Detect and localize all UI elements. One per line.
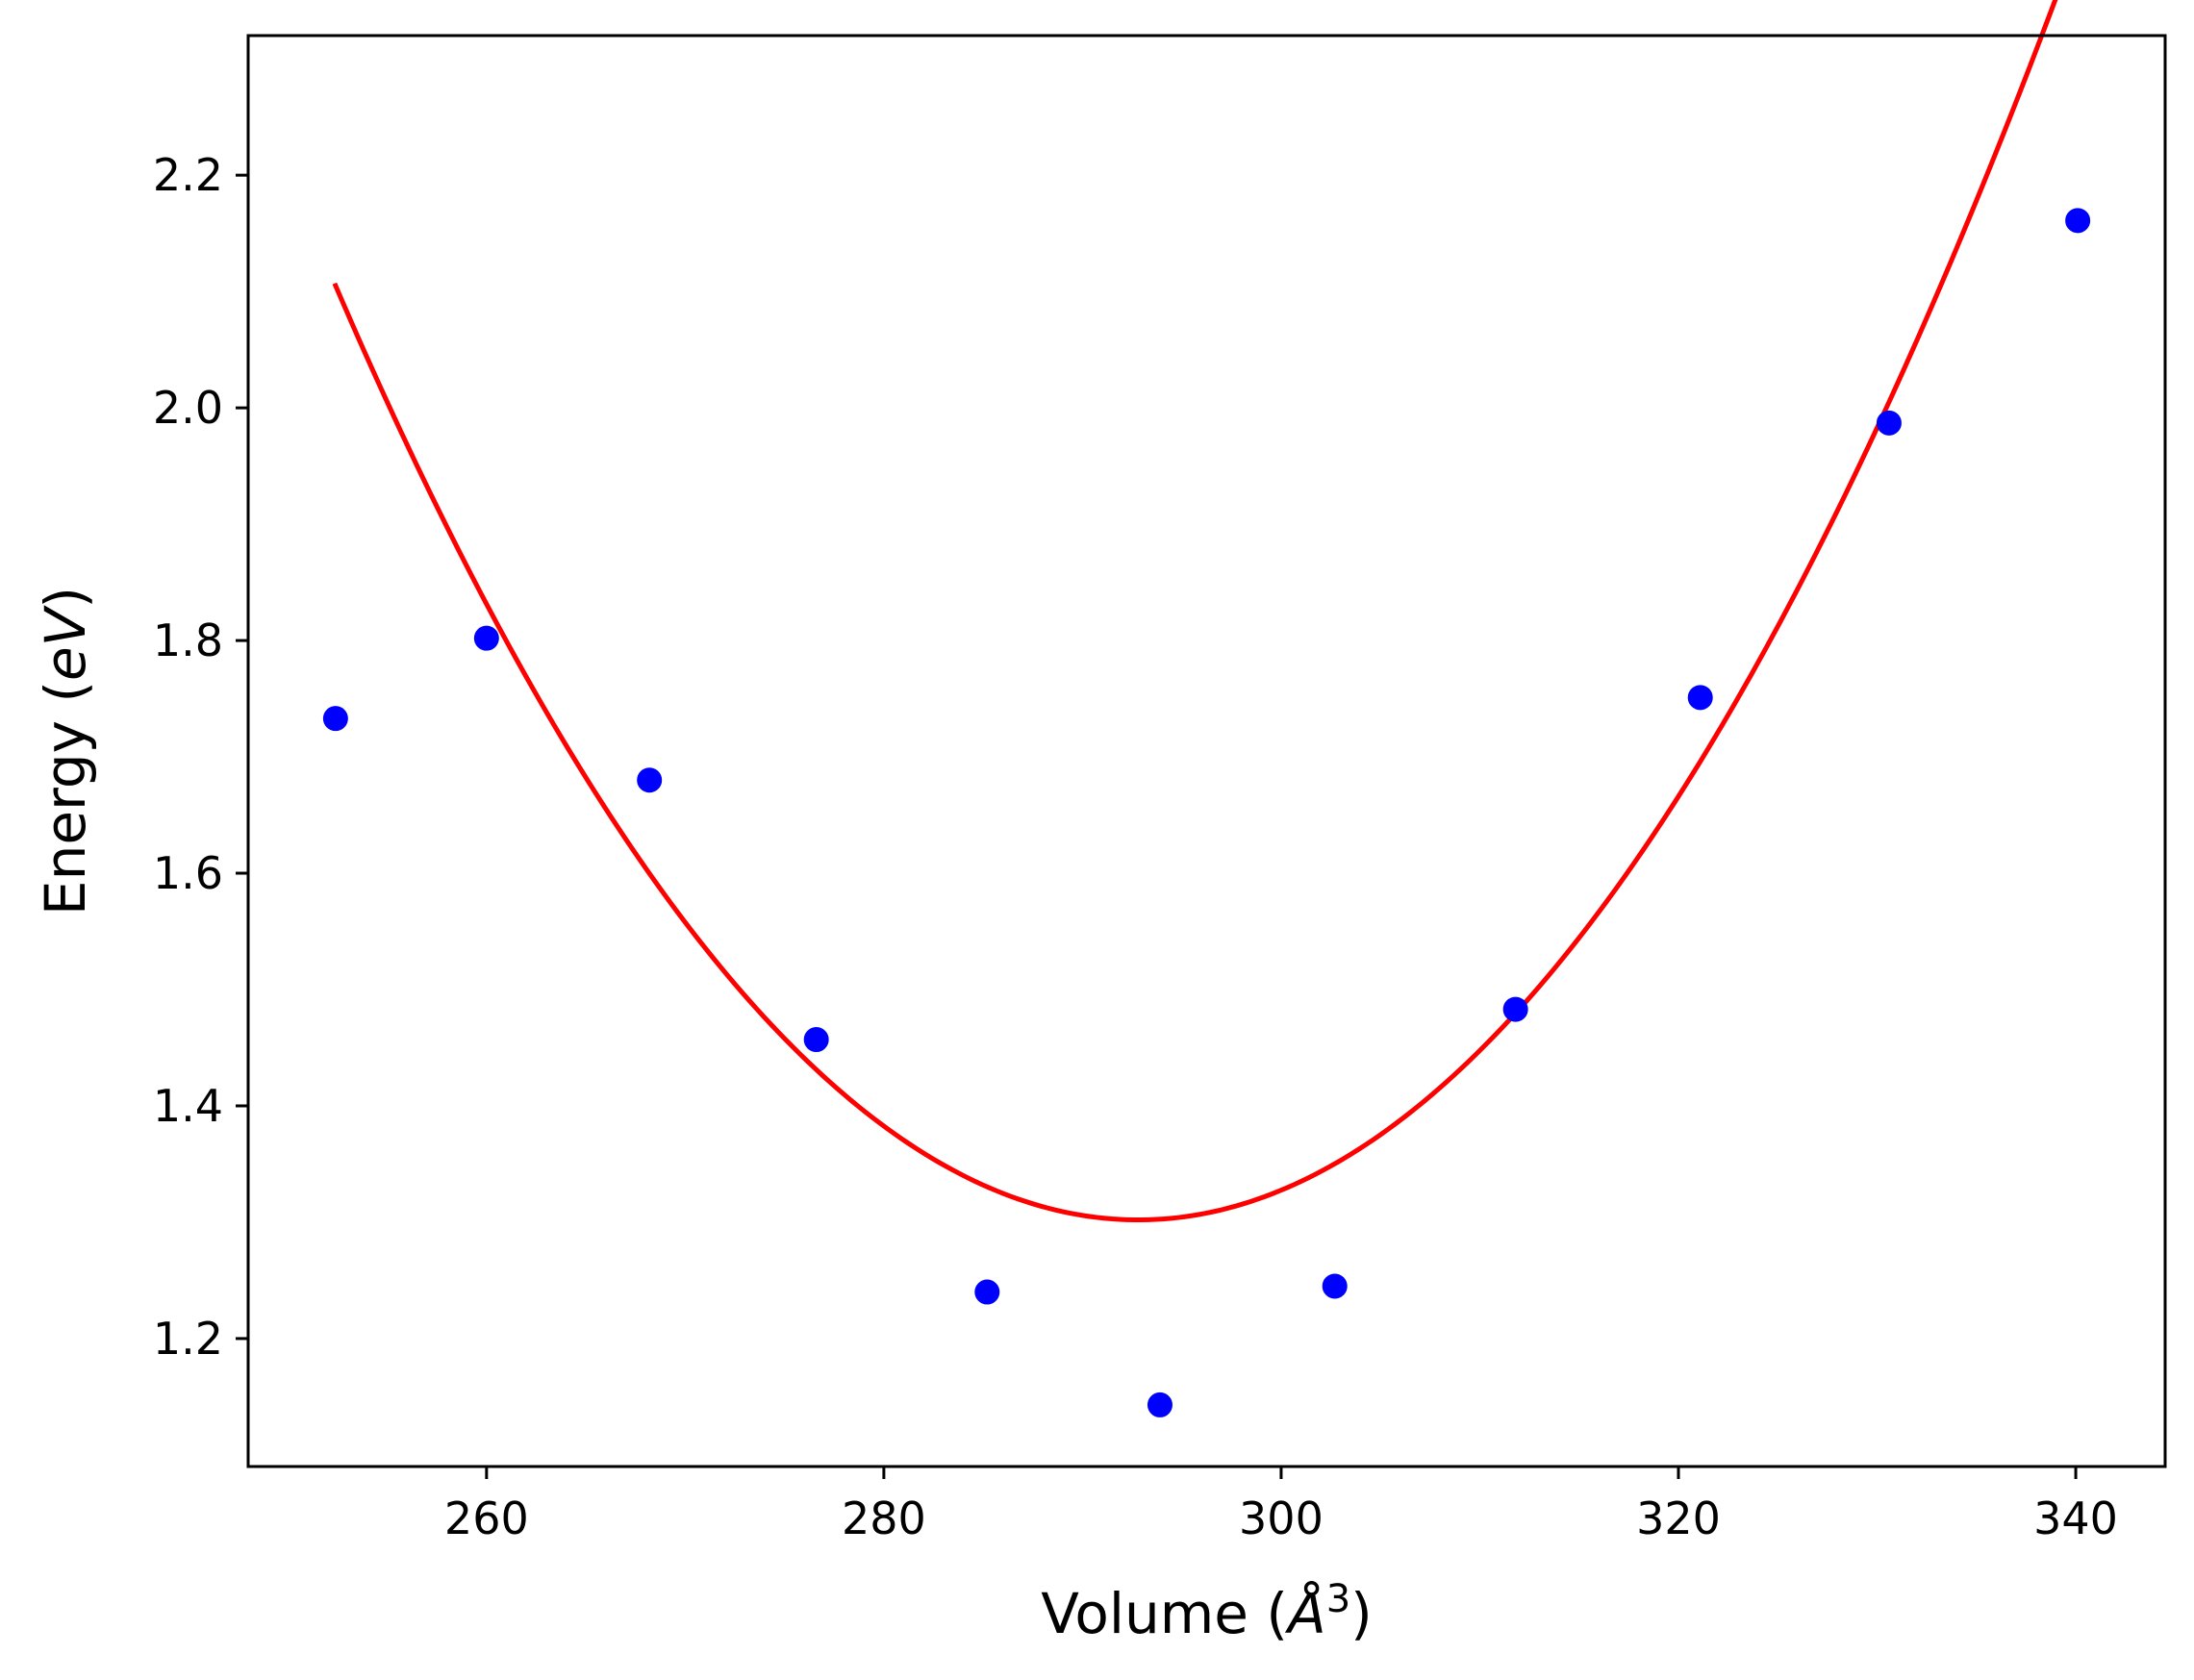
y-axis-label-suffix: ) [33,587,98,609]
x-axis-label-prefix: Volume ( [1041,1581,1288,1646]
y-axis-label-prefix: Energy ( [33,681,98,915]
data-point [473,625,499,651]
x-axis-ticks: 260 280 300 320 340 [444,1467,2118,1544]
data-point [1876,410,1902,436]
data-point [974,1279,1000,1305]
data-point [1322,1273,1348,1299]
x-axis-label-exponent: 3 [1326,1577,1350,1621]
data-point [1147,1392,1173,1417]
fit-curve [332,0,2058,1223]
x-axis-label-suffix: ) [1350,1581,1373,1646]
y-tick-label: 2.2 [153,149,223,201]
y-tick-label: 2.0 [153,382,223,434]
y-tick-label: 1.2 [153,1313,223,1365]
x-tick-label: 320 [1636,1492,1721,1544]
data-point [803,1027,829,1053]
x-tick-label: 340 [2033,1492,2118,1544]
y-tick-label: 1.8 [153,614,223,666]
y-tick-label: 1.6 [153,847,223,899]
plot-frame [246,34,2167,1468]
data-point [637,767,663,793]
x-axis-label-unit: Å [1284,1580,1326,1646]
x-tick-label: 300 [1239,1492,1324,1544]
data-point [1687,685,1713,711]
data-point [2065,208,2091,234]
data-point [1502,996,1528,1022]
y-axis-ticks: 1.2 1.4 1.6 1.8 2.0 2.2 [153,149,248,1365]
y-axis-label-unit: eV [33,604,98,681]
plot-marks [322,0,2091,1417]
y-tick-label: 1.4 [153,1080,223,1132]
x-tick-label: 280 [842,1492,926,1544]
y-axis-label: Energy (eV) [33,587,98,915]
x-axis-label: Volume (Å3) [1041,1577,1373,1646]
x-tick-label: 260 [444,1492,529,1544]
data-point [322,706,348,732]
